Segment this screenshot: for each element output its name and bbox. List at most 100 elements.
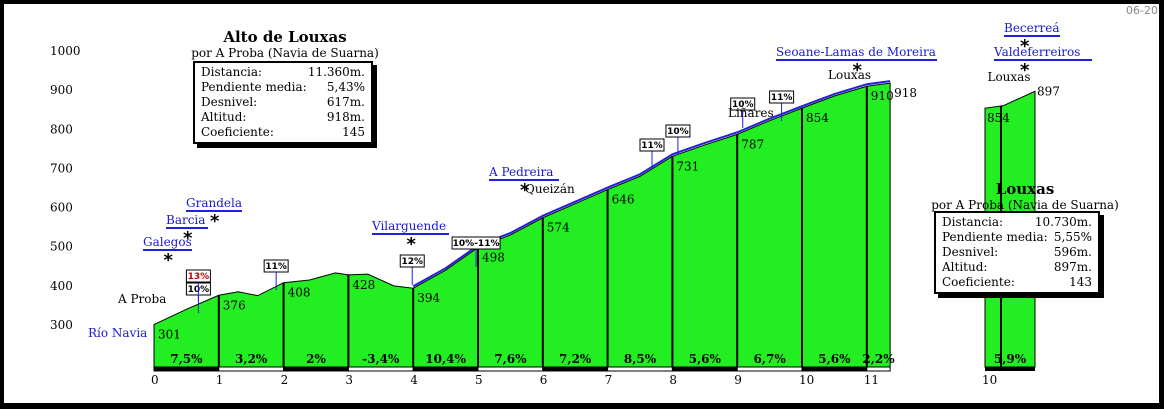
peak-marker-label: 10%-11% bbox=[453, 239, 500, 249]
place-label: A Proba bbox=[117, 292, 166, 306]
ruler-segment bbox=[736, 366, 803, 372]
alt-stat-label: Coeficiente: bbox=[942, 275, 1015, 289]
peak-marker-box bbox=[451, 236, 501, 250]
junction-star: * bbox=[853, 60, 863, 81]
ruler-segment bbox=[801, 366, 868, 372]
main-stat-value: 145 bbox=[342, 125, 365, 139]
x-tick-label: 8 bbox=[669, 373, 677, 387]
main-stat-value: 11.360m. bbox=[307, 65, 365, 79]
alt-title: Louxas bbox=[995, 180, 1055, 198]
main-stat-value: 617m. bbox=[326, 95, 365, 109]
y-tick-label: 1000 bbox=[50, 44, 81, 58]
segment-grade: 7,2% bbox=[559, 352, 592, 366]
peak-marker-box bbox=[399, 254, 425, 268]
alt-stat-value: 5,55% bbox=[1053, 230, 1092, 244]
x-tick-label: 11 bbox=[864, 373, 879, 387]
segment-grade: 5,6% bbox=[689, 352, 722, 366]
x-tick-label: 6 bbox=[540, 373, 548, 387]
alt-stat-label: Desnivel: bbox=[942, 245, 999, 259]
place-label: Louxas bbox=[828, 68, 871, 82]
junction-label: Galegos bbox=[143, 235, 192, 249]
segment-grade: 5,6% bbox=[818, 352, 851, 366]
y-tick-label: 800 bbox=[50, 122, 73, 136]
main-stat-value: 918m. bbox=[326, 110, 365, 124]
peak-marker-label: 10% bbox=[667, 127, 689, 137]
main-title: Alto de Louxas bbox=[223, 28, 347, 46]
alt-place-label: Louxas bbox=[987, 70, 1030, 84]
junction-star: * bbox=[164, 250, 174, 271]
alt-stat-row: Pendiente media: 5,55% bbox=[942, 230, 1092, 245]
main-stat-row: Pendiente media: 5,43% bbox=[201, 80, 365, 95]
place-label: Liñares bbox=[728, 106, 774, 120]
elevation-label: 646 bbox=[612, 193, 635, 207]
x-tick-label: 4 bbox=[410, 373, 418, 387]
alt-subtitle: por A Proba (Navia de Suarna) bbox=[931, 198, 1119, 212]
segment-grade: 8,5% bbox=[624, 352, 657, 366]
elevation-label: 301 bbox=[158, 328, 181, 342]
ruler-segment bbox=[412, 366, 479, 372]
alt-stat-label: Distancia: bbox=[942, 215, 1004, 229]
junction-star: * bbox=[520, 180, 530, 201]
alt-segment-grade: 5,9% bbox=[994, 352, 1027, 366]
alt-stat-row: Coeficiente: 143 bbox=[942, 275, 1092, 290]
alt-junction-star: * bbox=[1020, 60, 1030, 81]
alt-stat-value: 143 bbox=[1069, 275, 1092, 289]
elevation-label: 428 bbox=[352, 278, 375, 292]
peak-marker-label: 13% bbox=[188, 272, 210, 282]
alt-elevation-label: 854 bbox=[987, 111, 1010, 125]
ruler-segment bbox=[607, 366, 673, 372]
main-stat-label: Distancia: bbox=[201, 65, 263, 79]
main-stat-row: Desnivel: 617m. bbox=[201, 95, 365, 110]
alt-stat-value: 10.730m. bbox=[1034, 215, 1092, 229]
segment-grade: 2% bbox=[306, 352, 326, 366]
main-title-block: Alto de Louxas por A Proba (Navia de Sua… bbox=[190, 28, 380, 60]
main-stat-label: Pendiente media: bbox=[201, 80, 307, 94]
peak-marker-label: 11% bbox=[641, 141, 663, 151]
main-stat-value: 5,43% bbox=[326, 80, 365, 94]
ruler-segment bbox=[671, 366, 738, 372]
segment-grade: 6,7% bbox=[753, 352, 786, 366]
main-stat-label: Coeficiente: bbox=[201, 125, 274, 139]
peak-marker-box bbox=[263, 259, 289, 273]
x-tick-label: 0 bbox=[151, 373, 159, 387]
alt-stat-label: Pendiente media: bbox=[942, 230, 1048, 244]
peak-marker-box bbox=[665, 124, 691, 138]
peak-marker-box bbox=[185, 269, 211, 283]
x-tick-label: 10 bbox=[799, 373, 814, 387]
ruler-segment bbox=[218, 366, 285, 372]
peak-marker-box bbox=[769, 90, 795, 104]
main-stat-label: Altitud: bbox=[201, 110, 247, 124]
peak-marker-label: 10% bbox=[732, 100, 754, 110]
y-tick-label: 700 bbox=[50, 161, 73, 175]
main-stat-row: Distancia: 11.360m. bbox=[201, 65, 365, 80]
x-tick-label: 9 bbox=[734, 373, 742, 387]
y-tick-label: 400 bbox=[50, 279, 73, 293]
y-tick-label: 500 bbox=[50, 240, 73, 254]
elevation-label: 574 bbox=[547, 221, 570, 235]
alt-stat-row: Altitud: 897m. bbox=[942, 260, 1092, 275]
elevation-label: 731 bbox=[676, 159, 699, 173]
x-tick-label: 2 bbox=[281, 373, 289, 387]
alt-stat-label: Altitud: bbox=[942, 260, 988, 274]
peak-marker-label: 11% bbox=[771, 93, 793, 103]
y-tick-label: 300 bbox=[50, 318, 73, 332]
segment-grade: -3,4% bbox=[362, 352, 400, 366]
segment-grade: 7,5% bbox=[170, 352, 203, 366]
junction-star: * bbox=[183, 228, 193, 249]
x-tick-label: 3 bbox=[345, 373, 353, 387]
peak-marker-box bbox=[730, 97, 756, 111]
elevation-label: 854 bbox=[806, 111, 829, 125]
ruler-segment bbox=[283, 366, 349, 372]
junction-star: * bbox=[407, 234, 417, 255]
alt-junction-label: Becerreá bbox=[1004, 21, 1059, 35]
x-tick-label: 5 bbox=[475, 373, 483, 387]
junction-label: Seoane-Lamas de Moreira bbox=[776, 45, 936, 59]
main-stat-row: Altitud: 918m. bbox=[201, 110, 365, 125]
elevation-label: 394 bbox=[417, 291, 440, 305]
alt-x-tick-label: 10 bbox=[982, 373, 997, 387]
main-stat-row: Coeficiente: 145 bbox=[201, 125, 365, 140]
alt-stat-value: 897m. bbox=[1053, 260, 1092, 274]
ruler-segment bbox=[866, 366, 891, 372]
main-subtitle: por A Proba (Navia de Suarna) bbox=[191, 46, 379, 60]
